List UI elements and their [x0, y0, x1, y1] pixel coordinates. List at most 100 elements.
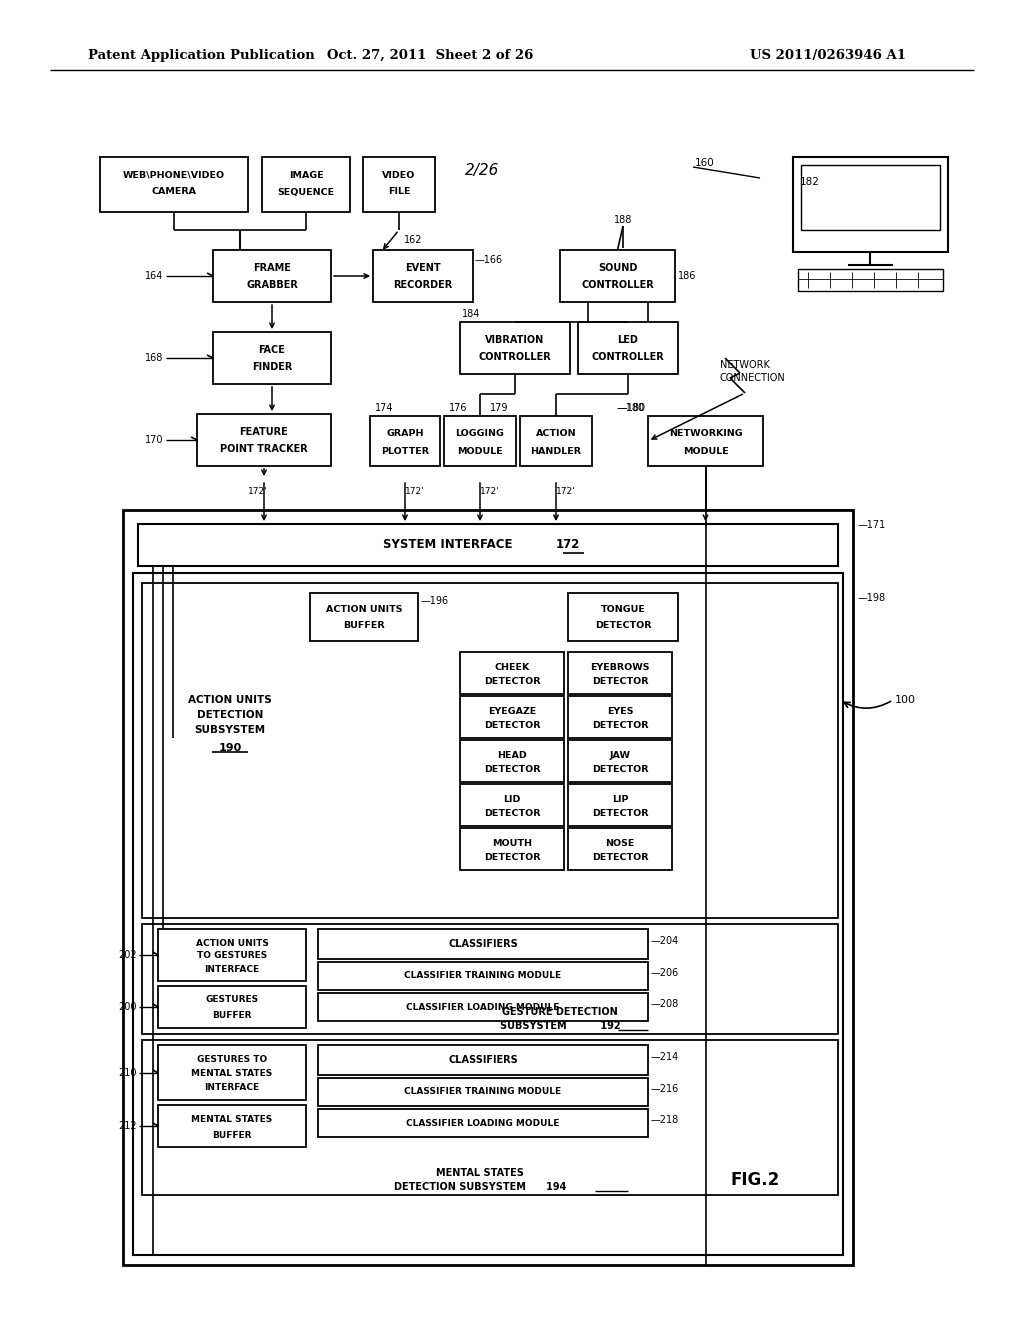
Text: —206: —206 [651, 968, 679, 978]
Text: CLASSIFIERS: CLASSIFIERS [449, 1055, 518, 1065]
Text: CLASSIFIER LOADING MODULE: CLASSIFIER LOADING MODULE [407, 1002, 560, 1011]
Text: CONTROLLER: CONTROLLER [592, 352, 665, 362]
Text: CONTROLLER: CONTROLLER [478, 352, 551, 362]
Text: GESTURES TO: GESTURES TO [197, 1055, 267, 1064]
Text: 188: 188 [613, 215, 632, 224]
Text: 190: 190 [218, 743, 242, 752]
Text: TO GESTURES: TO GESTURES [197, 952, 267, 961]
Text: 176: 176 [449, 403, 468, 413]
Text: CHEEK: CHEEK [495, 663, 529, 672]
Text: DETECTOR: DETECTOR [483, 766, 541, 775]
Text: VIDEO: VIDEO [382, 170, 416, 180]
Text: HEAD: HEAD [497, 751, 527, 759]
Bar [648, 416, 763, 466]
Text: VIBRATION: VIBRATION [485, 335, 545, 345]
Bar [568, 652, 672, 694]
Text: MENTAL STATES: MENTAL STATES [191, 1068, 272, 1077]
Text: TONGUE: TONGUE [600, 606, 645, 615]
Text: 202: 202 [119, 950, 137, 960]
Bar [560, 249, 675, 302]
Text: —196: —196 [421, 597, 450, 606]
Text: BUFFER: BUFFER [343, 622, 385, 631]
Text: 182: 182 [800, 177, 820, 187]
Text: MODULE: MODULE [457, 446, 503, 455]
Text: LID: LID [504, 795, 520, 804]
Text: DETECTOR: DETECTOR [592, 677, 648, 686]
Bar [362, 157, 435, 213]
Text: —180: —180 [616, 403, 645, 413]
Bar [373, 249, 473, 302]
Text: EYES: EYES [607, 706, 633, 715]
Text: ACTION: ACTION [536, 429, 577, 438]
Bar [520, 416, 592, 466]
Text: —198: —198 [858, 593, 886, 603]
Bar [310, 593, 418, 642]
Text: 210: 210 [119, 1068, 137, 1078]
Bar [158, 1105, 306, 1147]
Bar [460, 322, 570, 374]
Text: SUBSYSTEM: SUBSYSTEM [195, 725, 265, 735]
Text: BUFFER: BUFFER [212, 1011, 252, 1020]
Text: EVENT: EVENT [406, 263, 440, 273]
Text: NOSE: NOSE [605, 838, 635, 847]
Bar [578, 322, 678, 374]
Text: 179: 179 [490, 403, 509, 413]
Text: EYEGAZE: EYEGAZE [487, 706, 537, 715]
Text: MENTAL STATES: MENTAL STATES [191, 1114, 272, 1123]
Text: CLASSIFIER LOADING MODULE: CLASSIFIER LOADING MODULE [407, 1118, 560, 1127]
Text: US 2011/0263946 A1: US 2011/0263946 A1 [750, 49, 906, 62]
Text: SYSTEM INTERFACE: SYSTEM INTERFACE [383, 539, 513, 552]
Bar [444, 416, 516, 466]
Text: MENTAL STATES: MENTAL STATES [436, 1168, 524, 1177]
Text: CLASSIFIER TRAINING MODULE: CLASSIFIER TRAINING MODULE [404, 1088, 561, 1097]
Text: NETWORKING: NETWORKING [669, 429, 742, 438]
Bar [798, 269, 943, 290]
Text: DETECTOR: DETECTOR [483, 854, 541, 862]
Text: 168: 168 [144, 352, 163, 363]
Text: 184: 184 [462, 309, 480, 319]
Text: ACTION UNITS: ACTION UNITS [326, 606, 402, 615]
Bar [793, 157, 948, 252]
Text: LED: LED [617, 335, 638, 345]
Text: FRAME: FRAME [253, 263, 291, 273]
Bar [158, 986, 306, 1028]
Text: Patent Application Publication: Patent Application Publication [88, 49, 314, 62]
Bar [568, 828, 672, 870]
Text: DETECTOR: DETECTOR [592, 854, 648, 862]
Text: POINT TRACKER: POINT TRACKER [220, 444, 308, 454]
Text: GESTURE DETECTION: GESTURE DETECTION [502, 1007, 617, 1016]
Text: DETECTOR: DETECTOR [592, 809, 648, 818]
Bar [142, 1040, 838, 1195]
Text: 172': 172' [406, 487, 425, 496]
Text: 164: 164 [144, 271, 163, 281]
Text: CLASSIFIER TRAINING MODULE: CLASSIFIER TRAINING MODULE [404, 972, 561, 981]
Text: 212: 212 [119, 1121, 137, 1131]
Bar [460, 652, 564, 694]
Text: DETECTION SUBSYSTEM      194: DETECTION SUBSYSTEM 194 [394, 1181, 566, 1192]
Text: LIP: LIP [611, 795, 629, 804]
Text: GESTURES: GESTURES [206, 995, 259, 1005]
Text: PLOTTER: PLOTTER [381, 446, 429, 455]
Text: DETECTION: DETECTION [197, 710, 263, 719]
Bar [100, 157, 248, 213]
Text: SEQUENCE: SEQUENCE [278, 187, 335, 197]
Text: —208: —208 [651, 999, 679, 1008]
Text: —216: —216 [651, 1084, 679, 1094]
Bar [460, 828, 564, 870]
Bar [801, 165, 940, 230]
Text: GRABBER: GRABBER [246, 280, 298, 290]
Text: JAW: JAW [609, 751, 631, 759]
Text: FIG.2: FIG.2 [730, 1171, 779, 1189]
Bar [158, 1045, 306, 1100]
Bar [318, 962, 648, 990]
Text: MOUTH: MOUTH [492, 838, 532, 847]
Text: FACE: FACE [259, 345, 286, 355]
Bar [318, 1109, 648, 1137]
Text: 162: 162 [404, 235, 423, 246]
Text: BUFFER: BUFFER [212, 1130, 252, 1139]
Text: MODULE: MODULE [683, 446, 728, 455]
Text: HANDLER: HANDLER [530, 446, 582, 455]
Text: 200: 200 [119, 1002, 137, 1012]
Bar [568, 696, 672, 738]
Text: WEB\PHONE\VIDEO: WEB\PHONE\VIDEO [123, 170, 225, 180]
